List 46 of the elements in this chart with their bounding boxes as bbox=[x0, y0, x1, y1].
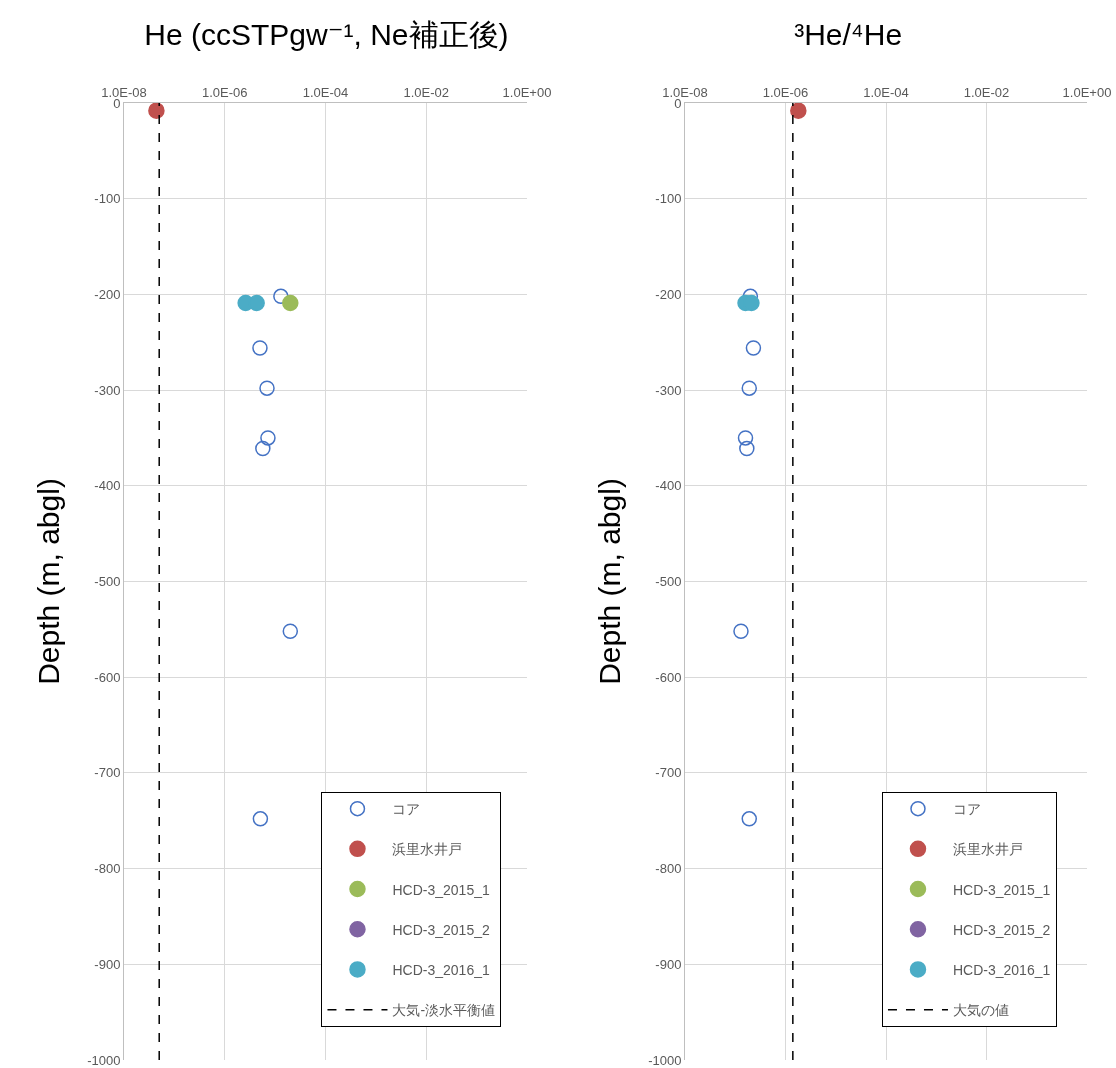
legend-label: HCD-3_2015_2 bbox=[952, 921, 1051, 938]
legend-label: HCD-3_2015_1 bbox=[392, 881, 490, 898]
y-tick-label: -700 bbox=[94, 765, 121, 781]
y-tick-label: -200 bbox=[94, 286, 121, 302]
legend-label: 浜里水井戸 bbox=[392, 841, 463, 858]
legend-label: HCD-3_2015_1 bbox=[952, 881, 1051, 898]
legend-label: HCD-3_2016_1 bbox=[952, 961, 1051, 978]
x-tick-label: 1.0E-04 bbox=[863, 84, 909, 100]
y-tick-label: -900 bbox=[94, 956, 121, 972]
x-tick-label: 1.0E-08 bbox=[662, 84, 708, 100]
y-tick-label: -100 bbox=[94, 191, 121, 207]
legend-label: 大気-淡水平衡値 bbox=[392, 1002, 496, 1019]
legend-label: コア bbox=[952, 801, 981, 818]
y-tick-label: -800 bbox=[94, 861, 121, 877]
y-tick-label: -800 bbox=[655, 861, 682, 877]
y-tick-label: -900 bbox=[655, 956, 682, 972]
y-axis-title: Depth (m, abgl) bbox=[32, 478, 66, 685]
y-tick-label: -400 bbox=[94, 478, 121, 494]
x-tick-label: 1.0E-08 bbox=[101, 84, 147, 100]
y-tick-label: -100 bbox=[655, 191, 682, 207]
y-tick-label: -500 bbox=[94, 574, 121, 590]
x-tick-label: 1.0E-04 bbox=[302, 84, 349, 100]
y-tick-label: -600 bbox=[94, 669, 121, 685]
x-tick-label: 1.0E-06 bbox=[201, 84, 248, 100]
legend-label: 浜里水井戸 bbox=[952, 841, 1023, 858]
x-tick-label: 1.0E-06 bbox=[762, 84, 809, 100]
y-tick-label: -600 bbox=[655, 669, 682, 685]
legend-label: 大気の値 bbox=[952, 1002, 1009, 1019]
y-tick-label: -1000 bbox=[648, 1052, 682, 1068]
y-tick-label: -400 bbox=[655, 478, 682, 494]
y-tick-label: -1000 bbox=[87, 1052, 121, 1068]
legend-label: コア bbox=[392, 801, 421, 818]
legend-label: HCD-3_2016_1 bbox=[392, 961, 490, 978]
x-tick-label: 1.0E+00 bbox=[502, 84, 552, 100]
y-tick-label: -200 bbox=[655, 286, 682, 302]
x-tick-label: 1.0E+00 bbox=[1062, 84, 1112, 100]
y-axis-title: Depth (m, abgl) bbox=[593, 478, 627, 685]
y-tick-label: -700 bbox=[655, 765, 682, 781]
chart-title: ³He/⁴He bbox=[794, 17, 903, 51]
y-tick-label: -500 bbox=[655, 574, 682, 590]
y-tick-label: -300 bbox=[94, 382, 121, 398]
x-tick-label: 1.0E-02 bbox=[963, 84, 1010, 100]
legend-label: HCD-3_2015_2 bbox=[392, 921, 490, 938]
chart-title: He (ccSTPgw⁻¹, Ne補正後) bbox=[144, 17, 509, 51]
x-tick-label: 1.0E-02 bbox=[403, 84, 450, 100]
y-tick-label: -300 bbox=[655, 382, 682, 398]
